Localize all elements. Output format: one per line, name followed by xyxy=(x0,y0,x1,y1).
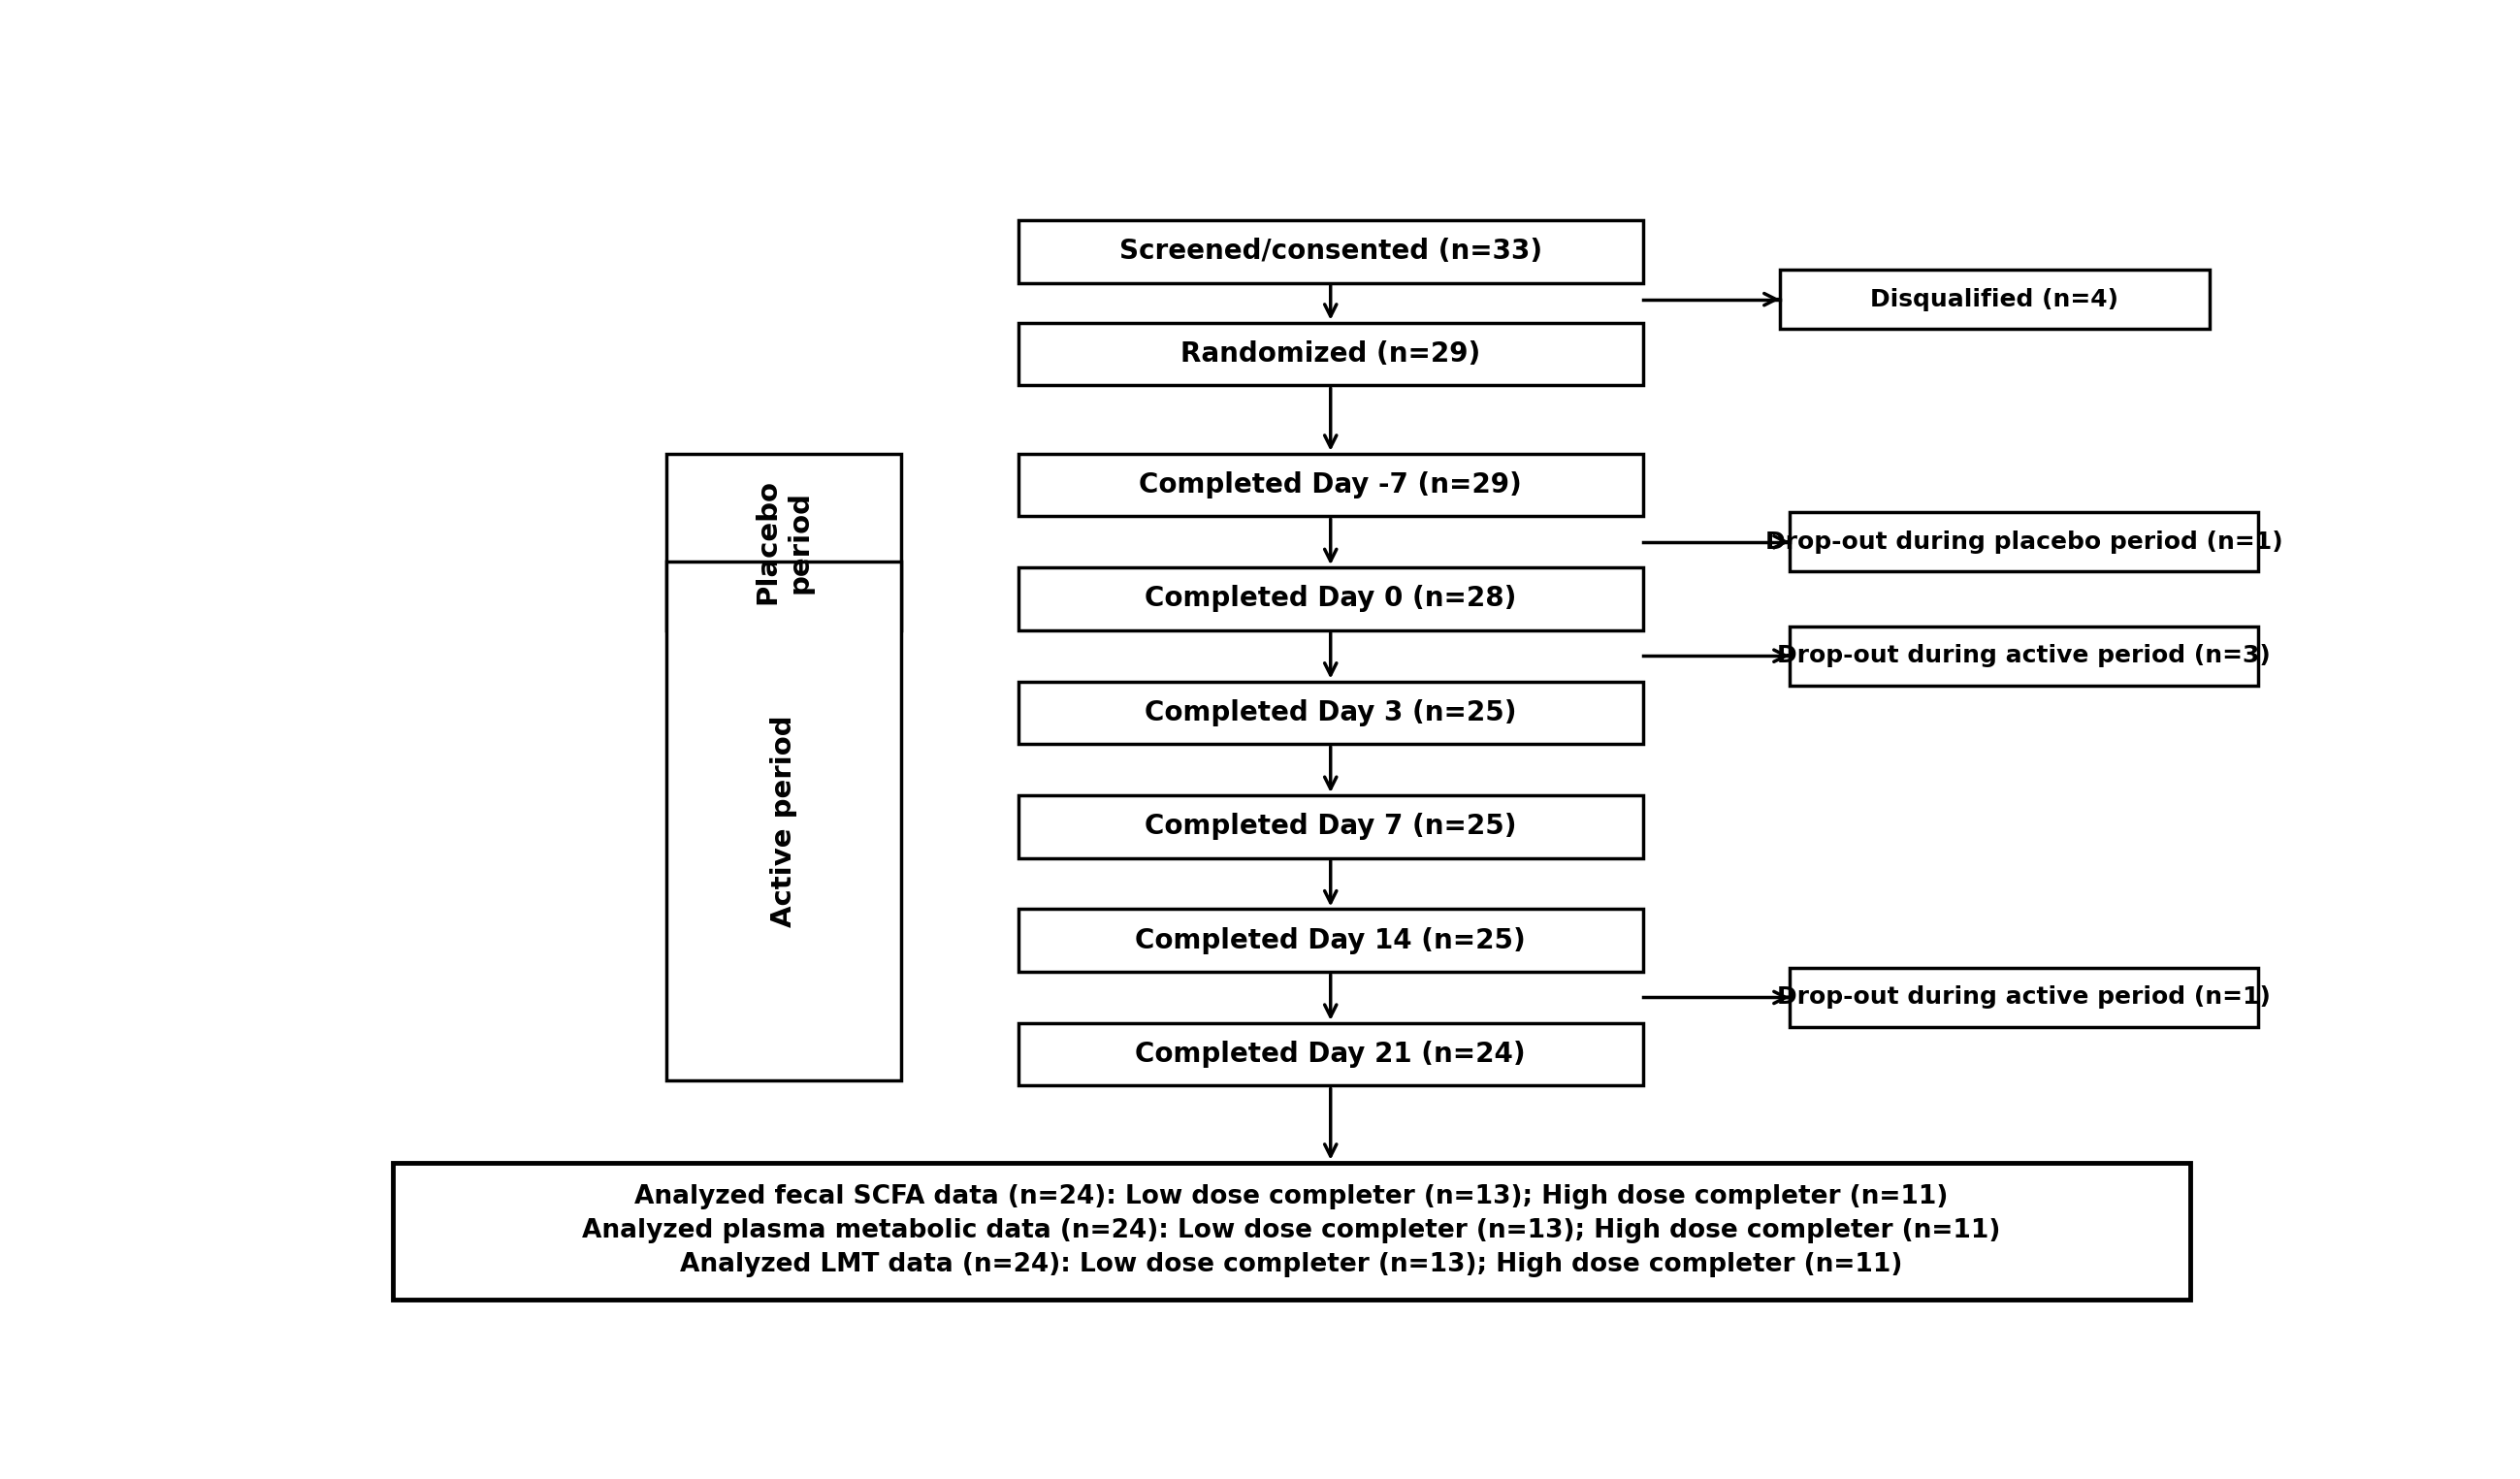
FancyBboxPatch shape xyxy=(1018,910,1643,972)
Text: Completed Day 14 (n=25): Completed Day 14 (n=25) xyxy=(1134,927,1527,954)
Text: Active period: Active period xyxy=(771,714,796,927)
FancyBboxPatch shape xyxy=(1018,796,1643,858)
Text: Drop-out during placebo period (n=1): Drop-out during placebo period (n=1) xyxy=(1764,531,2283,553)
Text: Randomized (n=29): Randomized (n=29) xyxy=(1179,340,1482,368)
Text: Analyzed fecal SCFA data (n=24): Low dose completer (n=13); High dose completer : Analyzed fecal SCFA data (n=24): Low dos… xyxy=(635,1185,1948,1210)
Text: Completed Day 7 (n=25): Completed Day 7 (n=25) xyxy=(1144,813,1517,840)
FancyBboxPatch shape xyxy=(1018,220,1643,282)
Text: Completed Day 21 (n=24): Completed Day 21 (n=24) xyxy=(1137,1041,1525,1068)
FancyBboxPatch shape xyxy=(1779,269,2210,328)
Text: Screened/consented (n=33): Screened/consented (n=33) xyxy=(1119,238,1542,265)
FancyBboxPatch shape xyxy=(1018,1023,1643,1086)
FancyBboxPatch shape xyxy=(665,562,902,1080)
Text: Drop-out during active period (n=1): Drop-out during active period (n=1) xyxy=(1777,986,2271,1009)
FancyBboxPatch shape xyxy=(1789,626,2258,685)
Text: Completed Day 0 (n=28): Completed Day 0 (n=28) xyxy=(1144,586,1517,612)
Text: Analyzed LMT data (n=24): Low dose completer (n=13); High dose completer (n=11): Analyzed LMT data (n=24): Low dose compl… xyxy=(680,1253,1903,1278)
Text: Disqualified (n=4): Disqualified (n=4) xyxy=(1870,288,2119,311)
FancyBboxPatch shape xyxy=(1018,682,1643,744)
Text: Drop-out during active period (n=3): Drop-out during active period (n=3) xyxy=(1777,645,2271,667)
FancyBboxPatch shape xyxy=(1018,568,1643,630)
Text: Placebo
period: Placebo period xyxy=(753,479,814,605)
FancyBboxPatch shape xyxy=(1789,512,2258,571)
FancyBboxPatch shape xyxy=(393,1162,2190,1299)
FancyBboxPatch shape xyxy=(1018,322,1643,386)
Text: Analyzed plasma metabolic data (n=24): Low dose completer (n=13); High dose comp: Analyzed plasma metabolic data (n=24): L… xyxy=(582,1219,2001,1244)
Text: Completed Day 3 (n=25): Completed Day 3 (n=25) xyxy=(1144,700,1517,726)
FancyBboxPatch shape xyxy=(1018,454,1643,516)
Text: Completed Day -7 (n=29): Completed Day -7 (n=29) xyxy=(1139,472,1522,498)
FancyBboxPatch shape xyxy=(1789,967,2258,1026)
FancyBboxPatch shape xyxy=(665,454,902,630)
